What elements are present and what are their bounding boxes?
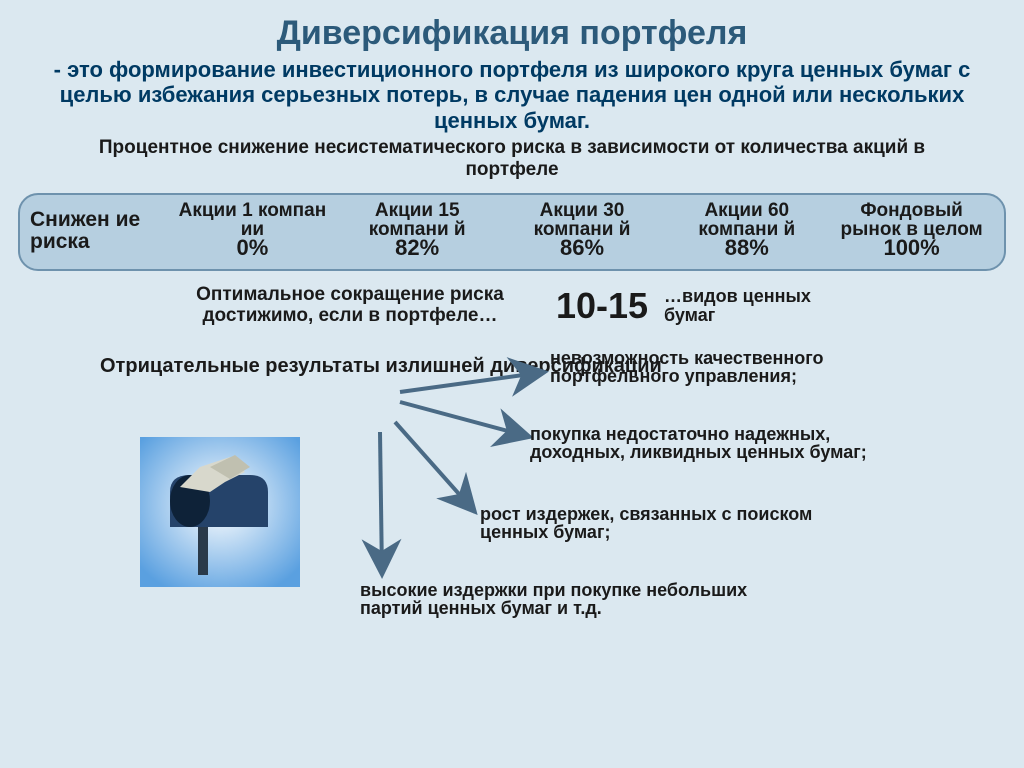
table-cell-value: 86% [500,235,665,261]
risk-reduction-table: Снижен ие риска Акции 1 компан ии Акции … [18,193,1006,271]
table-column-header: Акции 60 компани й [664,201,829,239]
definition-text: - это формирование инвестиционного портф… [0,53,1024,133]
table-column-header: Акции 30 компани й [500,201,665,239]
optimal-right-text: …видов ценных бумаг [664,287,864,325]
negative-bullet: высокие издержки при покупке небольших п… [360,581,800,619]
optimal-statement: Оптимальное сокращение риска достижимо, … [0,271,1024,327]
page-title: Диверсификация портфеля [0,0,1024,53]
table-cell-value: 100% [829,235,994,261]
table-cell-value: 82% [335,235,500,261]
table-cell-value: 88% [664,235,829,261]
negative-bullet: рост издержек, связанных с поиском ценны… [480,505,830,543]
table-subtitle: Процентное снижение несистематического р… [0,133,1024,187]
optimal-left-text: Оптимальное сокращение риска достижимо, … [160,285,540,327]
table-column-header: Фондовый рынок в целом [829,201,994,239]
negative-bullet: невозможность качественного портфельного… [550,349,850,387]
negative-bullet: покупка недостаточно надежных, доходных,… [530,425,880,463]
table-column-header: Акции 15 компани й [335,201,500,239]
mailbox-icon [140,437,300,587]
negatives-section: Отрицательные результаты излишней диверс… [0,347,1024,667]
table-cell-value: 0% [170,235,335,261]
table-column-header: Акции 1 компан ии [170,201,335,239]
table-row-label: Снижен ие риска [30,209,170,253]
optimal-number: 10-15 [556,285,648,327]
